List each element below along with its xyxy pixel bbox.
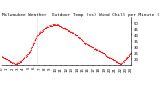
Text: Milwaukee Weather  Outdoor Temp (vs) Wind Chill per Minute (Last 24 Hours): Milwaukee Weather Outdoor Temp (vs) Wind… [2,13,160,17]
